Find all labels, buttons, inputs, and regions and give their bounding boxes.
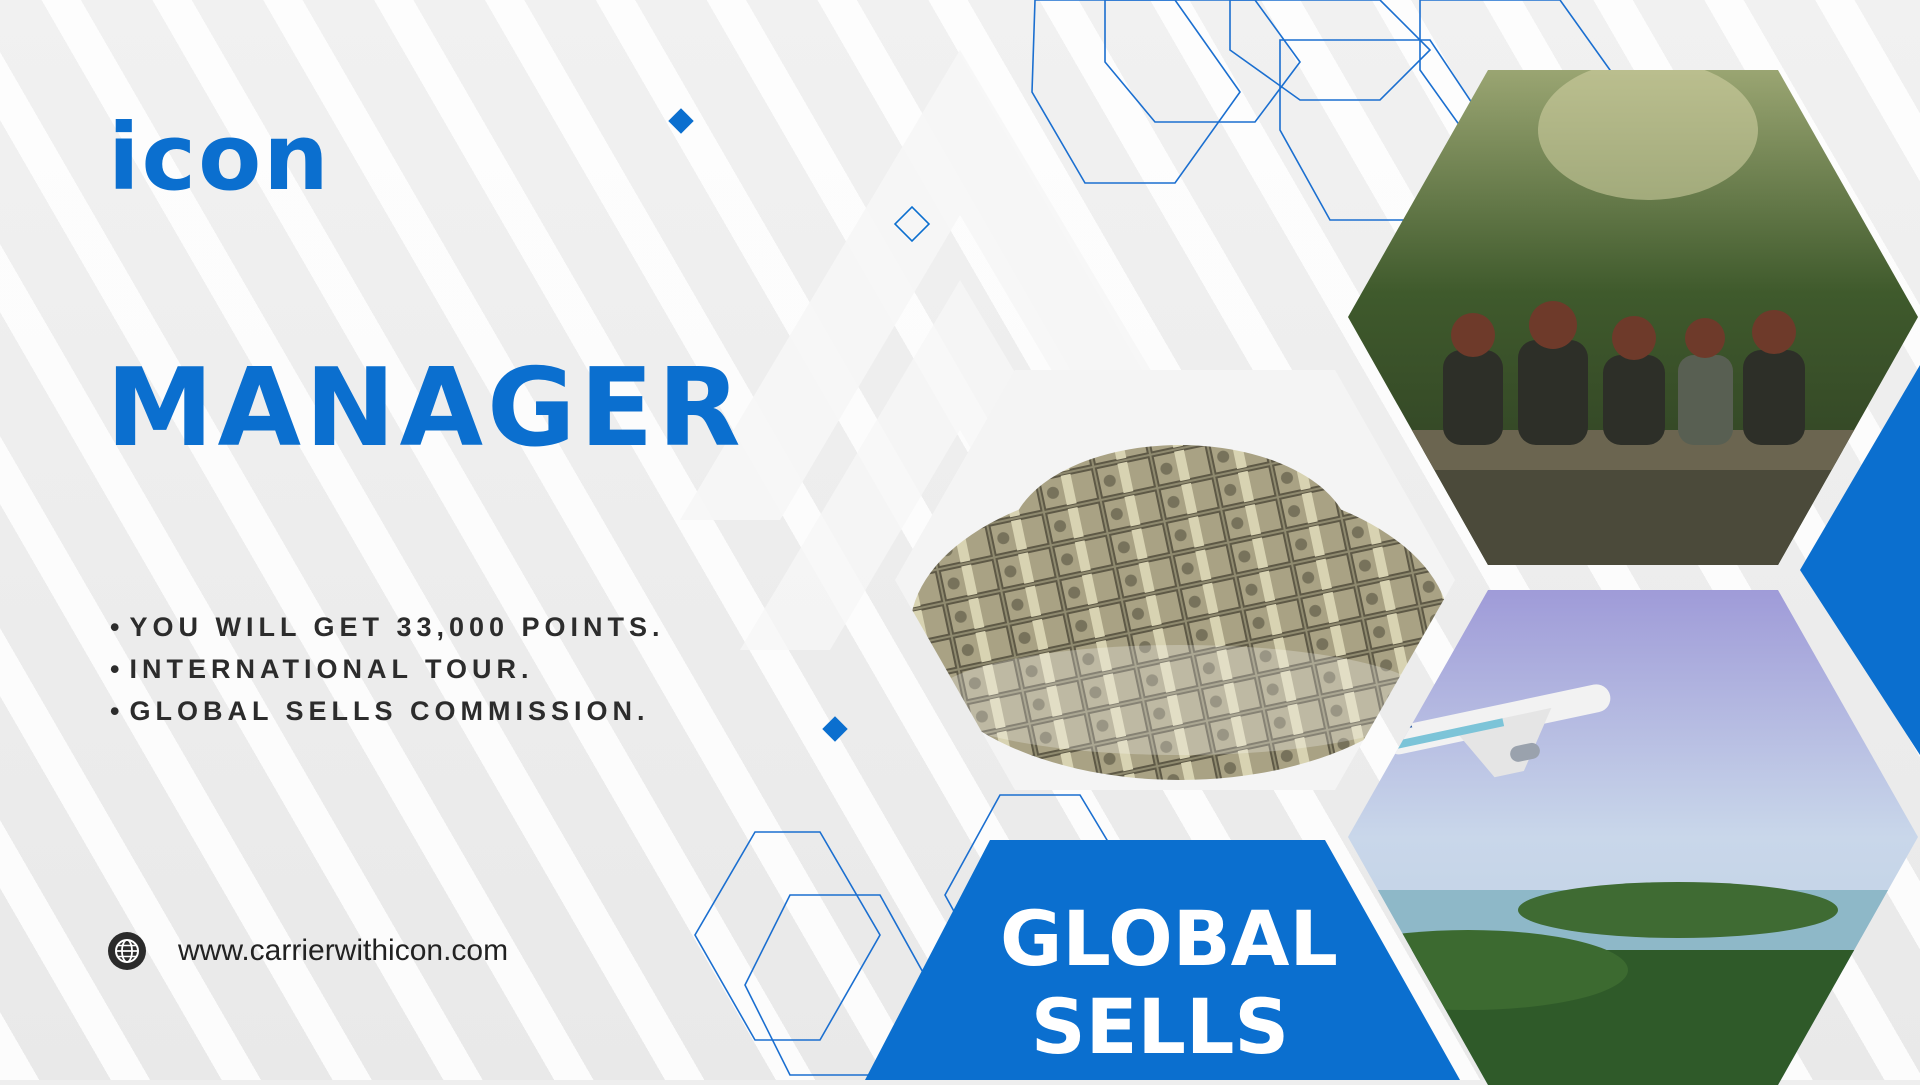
money-photo (895, 370, 1455, 790)
benefit-commission: GLOBAL SELLS COMMISSION. (110, 690, 665, 732)
website-row: www.carrierwithicon.com (108, 932, 508, 970)
globe-icon (108, 932, 146, 970)
friends-photo (1348, 70, 1918, 565)
plane-photo (1348, 590, 1918, 1085)
banner-line-1: GLOBAL (1000, 894, 1338, 983)
benefit-tour: INTERNATIONAL TOUR. (110, 648, 665, 690)
page-title: MANAGER (106, 346, 745, 471)
benefits-list: YOU WILL GET 33,000 POINTS. INTERNATIONA… (110, 606, 665, 732)
website-link[interactable]: www.carrierwithicon.com (178, 934, 509, 967)
banner-line-2: SELLS (1030, 982, 1290, 1071)
brand-logo: icon (108, 104, 331, 211)
global-sells-banner: GLOBAL SELLS (1000, 894, 1338, 1071)
benefit-points: YOU WILL GET 33,000 POINTS. (110, 606, 665, 648)
